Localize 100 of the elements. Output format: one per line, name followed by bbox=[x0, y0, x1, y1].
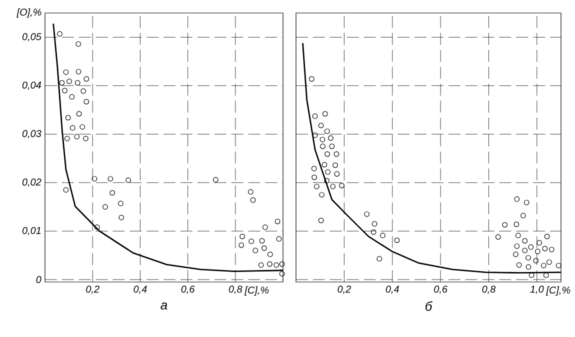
point bbox=[267, 252, 273, 258]
x-axis-title: [C],% bbox=[546, 286, 570, 296]
x-tick-label: 1,0 bbox=[530, 286, 544, 294]
point bbox=[108, 176, 114, 182]
point bbox=[516, 262, 522, 268]
point bbox=[543, 272, 549, 278]
point bbox=[262, 245, 267, 251]
point bbox=[279, 261, 285, 267]
text: б bbox=[426, 301, 433, 311]
point bbox=[332, 162, 338, 168]
point bbox=[312, 174, 318, 180]
x-tick-label: 0,8 bbox=[482, 286, 496, 294]
point bbox=[540, 262, 546, 268]
point bbox=[515, 232, 521, 238]
point bbox=[84, 99, 90, 104]
y-tick-label: 0,03 bbox=[22, 130, 42, 138]
point bbox=[502, 222, 508, 228]
x-tick-label: 0,2 bbox=[338, 286, 351, 294]
point bbox=[394, 238, 400, 244]
point bbox=[110, 190, 116, 196]
point bbox=[320, 136, 326, 142]
point bbox=[118, 214, 124, 220]
point bbox=[80, 124, 86, 130]
point bbox=[259, 238, 265, 244]
point bbox=[126, 178, 131, 183]
point bbox=[276, 236, 282, 242]
point bbox=[324, 128, 330, 134]
point bbox=[324, 151, 330, 157]
point bbox=[94, 224, 100, 230]
x-tick-label: 0,6 bbox=[181, 286, 195, 294]
point bbox=[319, 192, 324, 198]
point bbox=[536, 240, 542, 246]
y-tick-label: 0,02 bbox=[22, 178, 42, 187]
point bbox=[314, 184, 320, 190]
point bbox=[74, 80, 80, 86]
point bbox=[59, 80, 65, 86]
point bbox=[330, 184, 336, 190]
point bbox=[320, 144, 326, 149]
point bbox=[533, 258, 539, 264]
point bbox=[212, 177, 218, 182]
point bbox=[266, 261, 272, 267]
point bbox=[372, 221, 378, 227]
point bbox=[308, 76, 314, 82]
point bbox=[522, 248, 528, 254]
point bbox=[76, 111, 82, 117]
point bbox=[514, 243, 520, 249]
point bbox=[64, 136, 70, 142]
point bbox=[66, 78, 72, 84]
y-axis-title: [O],% bbox=[16, 8, 42, 18]
point bbox=[70, 125, 76, 131]
point bbox=[318, 218, 324, 224]
point bbox=[240, 234, 245, 240]
point bbox=[62, 88, 68, 94]
y-tick-label: 0,01 bbox=[22, 226, 41, 236]
point bbox=[528, 244, 534, 250]
point bbox=[334, 151, 340, 157]
point bbox=[329, 144, 335, 149]
point bbox=[238, 242, 244, 248]
point bbox=[63, 187, 69, 193]
point bbox=[83, 136, 88, 142]
point bbox=[522, 238, 528, 244]
point bbox=[76, 41, 82, 47]
x-tick-label: 0,8 bbox=[228, 286, 242, 294]
point bbox=[76, 68, 82, 74]
point bbox=[248, 238, 254, 244]
x-tick-label: 0,4 bbox=[386, 286, 399, 294]
point bbox=[526, 255, 531, 260]
point bbox=[92, 176, 98, 182]
point bbox=[524, 200, 530, 206]
point bbox=[250, 197, 256, 203]
text: а bbox=[160, 302, 168, 310]
y-tick-label: 0,05 bbox=[22, 33, 42, 42]
point bbox=[556, 262, 562, 268]
point bbox=[328, 135, 334, 141]
point bbox=[274, 262, 280, 268]
point bbox=[339, 182, 344, 188]
point bbox=[548, 246, 554, 252]
point bbox=[63, 69, 69, 75]
point bbox=[534, 248, 540, 254]
point bbox=[520, 212, 526, 218]
point bbox=[57, 31, 62, 37]
point bbox=[380, 232, 386, 238]
point bbox=[258, 262, 264, 268]
point bbox=[252, 248, 258, 254]
point bbox=[65, 115, 71, 120]
point bbox=[322, 162, 328, 168]
x-axis-title: [C],% bbox=[244, 286, 269, 296]
x-tick-label: 0,4 bbox=[134, 286, 147, 294]
point bbox=[546, 259, 552, 265]
point bbox=[318, 122, 324, 128]
point bbox=[544, 234, 550, 240]
point bbox=[274, 218, 280, 224]
point bbox=[312, 114, 318, 119]
point bbox=[118, 200, 124, 206]
point bbox=[279, 271, 285, 276]
point bbox=[542, 246, 548, 252]
point bbox=[376, 256, 382, 262]
x-tick-label: 0,6 bbox=[434, 286, 448, 294]
point bbox=[370, 229, 376, 235]
point bbox=[80, 88, 86, 94]
